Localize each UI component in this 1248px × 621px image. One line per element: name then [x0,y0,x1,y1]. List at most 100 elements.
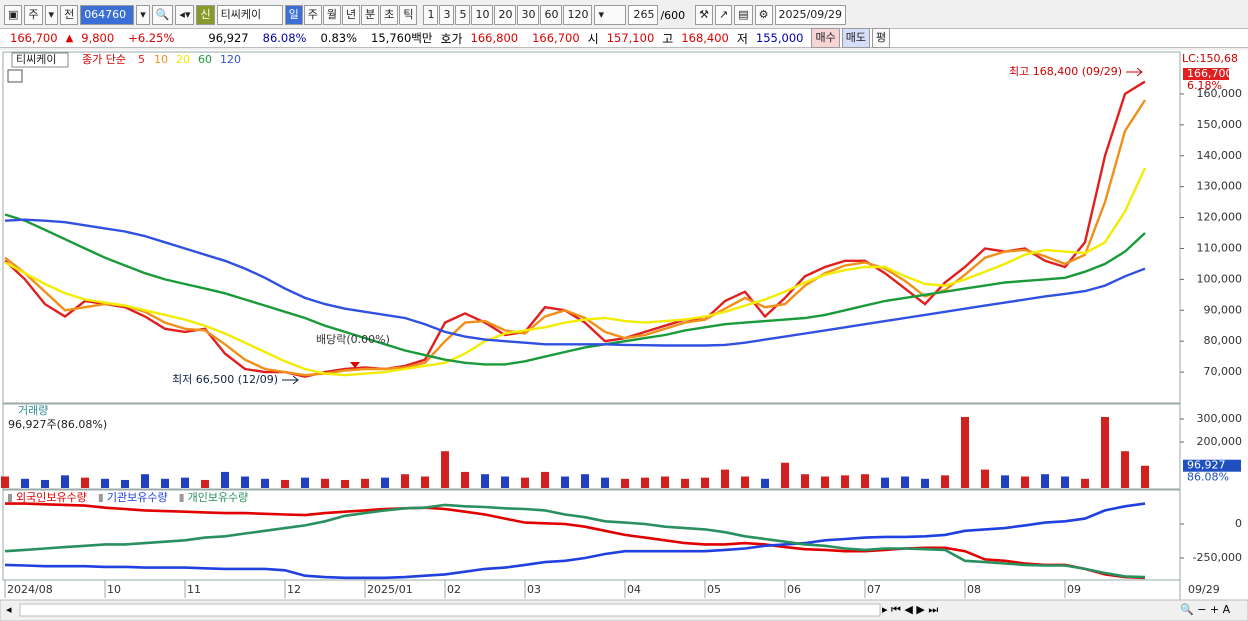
volume: 96,927 [208,31,249,45]
volume-bar [741,476,749,488]
period-button[interactable]: 분 [361,5,380,25]
volume-bar [461,471,469,488]
y-tick-label: -250,000 [1193,551,1242,564]
volume-bar [501,476,509,488]
interval-button[interactable]: 1 [423,5,439,25]
interval-button[interactable]: 10 [471,5,494,25]
y-tick-label: 200,000 [1197,435,1243,448]
search[interactable]: 🔍 [151,5,174,25]
sell-button[interactable]: 매도 [841,28,870,48]
interval-button[interactable]: 20 [494,5,517,25]
legend-entry: 120 [220,53,241,66]
right-label: 166,700 [1187,67,1233,80]
volume-bar [281,479,289,488]
sound[interactable]: ◂▾ [175,5,195,25]
series-line [4,502,1146,580]
period-button[interactable]: 월 [322,5,341,25]
volume-bar [301,477,309,488]
volume-bar [581,474,589,488]
right-label: 96,927 [1187,459,1226,472]
zoom-controls[interactable]: 🔍 − + A [1180,602,1231,616]
volume-bar [421,476,429,488]
volume-bar [561,476,569,488]
table-icon[interactable] [7,69,23,83]
prev[interactable]: 전 [60,5,79,25]
legend-entry: 기관보유수량 [107,491,168,504]
menu-icon[interactable]: ▣ [4,5,23,25]
x-tick-label: 04 [627,583,641,596]
interval-button[interactable]: 3 [439,5,455,25]
volume-bar [661,476,669,488]
save-icon[interactable]: ▤ [734,5,753,25]
legend-entry: 외국인보유수량 [16,491,87,504]
y-tick-label: 160,000 [1197,87,1243,100]
volume-bar [161,478,169,488]
buy-button[interactable]: 매수 [811,28,840,48]
volume-bar [81,477,89,488]
volume-bar [981,469,989,488]
low: 155,000 [755,31,804,45]
interval-button[interactable]: 120 [563,5,593,25]
count[interactable]: 265 [628,5,659,25]
interval-button[interactable]: 60 [540,5,563,25]
right-label: 6.18% [1187,79,1222,92]
volume-bar [701,477,709,488]
bid: 166,700 [532,31,580,45]
scroll-track[interactable] [19,603,881,617]
x-tick-label: 09 [1067,583,1081,596]
tool-icon[interactable]: ⚒ [695,5,714,25]
period-button[interactable]: 초 [380,5,399,25]
date[interactable]: 2025/09/29 [774,5,846,25]
high: 168,400 [681,31,729,45]
volume-bar [1001,475,1009,488]
x-tick-label: 06 [787,583,801,596]
scroll-left[interactable]: ◂ [6,603,12,616]
volume-bar [841,475,849,488]
dropdown[interactable]: ▾ [44,5,59,25]
tool-icon[interactable]: ↗ [715,5,733,25]
y-tick-label: 140,000 [1197,149,1243,162]
chart-bg [0,50,1248,600]
intervals: 1 3 5 10 20 30 60 120 [423,5,593,25]
settings-icon[interactable]: ⚙ [754,5,773,25]
volume-bar [341,479,349,488]
period-button[interactable]: 일 [284,5,303,25]
interval-button[interactable]: 5 [455,5,471,25]
change: 9,800 [81,31,115,45]
period-button[interactable]: 틱 [399,5,418,25]
dropdown[interactable]: ▾ [594,5,627,25]
flag: 신 [196,5,215,25]
volume-bar [261,478,269,488]
x-tick-label: 10 [107,583,121,596]
volume-bar [361,478,369,488]
dropdown[interactable]: ▾ [136,5,150,25]
x-tick-label: 12 [287,583,301,596]
unit[interactable]: 주 [24,5,43,25]
code-input[interactable]: 064760 [80,5,135,25]
volume-bar [941,475,949,488]
period-button[interactable]: 주 [303,5,322,25]
volume-bar [521,477,529,488]
ask: 166,800 [470,31,519,45]
volume-bar [761,478,769,488]
series-line [4,213,1146,366]
volume-bar [781,462,789,488]
volume-bar [321,478,329,488]
volume-bar [601,477,609,488]
x-tick-label: 08 [967,583,981,596]
series-line [4,218,1146,347]
volume-bar [1141,465,1149,488]
avg-button[interactable]: 평 [871,28,891,48]
volume-bar [861,474,869,488]
annotation: 최저 66,500 (12/09) [172,373,278,386]
volume-bar [821,476,829,488]
scroll-controls[interactable]: ▸ ⏮ ◀ ▶ ⏭ [882,603,938,616]
stock-name: 티씨케이 [216,5,283,25]
high-label: 고 [662,31,674,46]
series-line [4,503,1146,579]
interval-button[interactable]: 30 [517,5,540,25]
chart: ◂ ▸ ⏮ ◀ ▶ ⏭ 🔍 − + A 70,000 80,000 90,000 10… [0,50,1248,621]
period-button[interactable]: 년 [341,5,361,25]
chart-title: 티씨케이 [16,53,56,66]
